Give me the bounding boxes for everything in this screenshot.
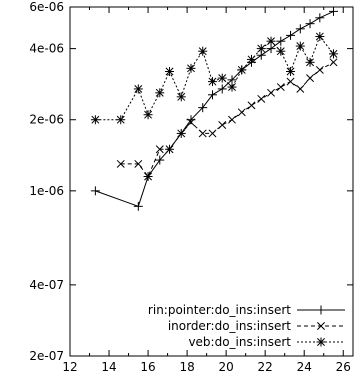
point-marker xyxy=(218,121,227,129)
point-marker xyxy=(165,145,174,154)
point-marker xyxy=(228,83,236,92)
point-marker xyxy=(187,118,195,127)
point-marker xyxy=(208,77,217,86)
x-tick-label: 24 xyxy=(297,360,312,374)
series-line xyxy=(95,10,334,207)
point-marker xyxy=(144,110,153,119)
point-marker xyxy=(317,322,325,330)
y-tick-label: 4e-07 xyxy=(29,278,64,292)
series-1 xyxy=(90,6,338,211)
series-3 xyxy=(90,32,338,125)
x-tick-label: 20 xyxy=(218,360,233,374)
point-marker xyxy=(286,77,295,86)
point-marker xyxy=(155,88,164,97)
point-marker xyxy=(286,67,295,76)
plot-frame xyxy=(69,6,354,357)
x-tick-label: 18 xyxy=(179,360,194,374)
point-marker xyxy=(228,115,236,124)
point-marker xyxy=(267,88,275,97)
point-marker xyxy=(187,64,195,73)
point-marker xyxy=(165,67,174,76)
point-marker xyxy=(218,74,227,83)
series-line xyxy=(95,35,334,121)
point-marker xyxy=(306,74,315,83)
point-marker xyxy=(134,159,143,168)
x-tick-label: 12 xyxy=(62,360,77,374)
point-marker xyxy=(306,58,315,67)
point-marker xyxy=(315,32,324,41)
point-marker xyxy=(296,84,305,93)
legend-label: inorder:do_ins:insert xyxy=(168,319,291,333)
x-tick-label: 26 xyxy=(336,360,351,374)
point-marker xyxy=(134,84,143,93)
point-marker xyxy=(237,108,246,117)
point-marker xyxy=(177,129,186,138)
point-marker xyxy=(116,115,125,124)
axes: 12 14 16 18 20 22 24 26 2e-07 4e-07 1e-06 2e-06 4e-0… xyxy=(29,0,354,374)
x-tick-label: 14 xyxy=(101,360,116,374)
point-marker xyxy=(317,338,325,346)
point-marker xyxy=(116,159,125,168)
legend: rin:pointer:do_ins:insert inorder:do_ins:… xyxy=(148,303,345,349)
point-marker xyxy=(276,47,285,56)
legend-label: veb:do_ins:insert xyxy=(188,335,291,349)
point-marker xyxy=(329,49,338,58)
point-marker xyxy=(237,65,246,74)
x-tick-label: 16 xyxy=(140,360,155,374)
y-tick-label: 4e-06 xyxy=(29,42,64,56)
y-tick-label: 2e-06 xyxy=(29,113,64,127)
point-marker xyxy=(329,58,338,67)
y-tick-label: 2e-07 xyxy=(29,349,64,363)
point-marker xyxy=(315,65,324,74)
point-marker xyxy=(247,55,256,64)
series-layer xyxy=(90,6,338,211)
point-marker xyxy=(198,129,207,138)
point-marker xyxy=(208,129,217,138)
point-marker xyxy=(257,94,266,103)
point-marker xyxy=(155,145,164,154)
point-marker xyxy=(144,172,153,181)
point-marker xyxy=(177,92,186,101)
series-2 xyxy=(116,58,338,181)
series-line xyxy=(120,61,334,178)
point-marker xyxy=(247,101,256,110)
point-marker xyxy=(257,44,266,53)
y-tick-label: 1e-06 xyxy=(29,184,64,198)
point-marker xyxy=(296,42,305,51)
legend-label: rin:pointer:do_ins:insert xyxy=(148,303,291,317)
point-marker xyxy=(276,83,285,92)
point-marker xyxy=(267,37,275,46)
y-tick-label: 6e-06 xyxy=(29,0,64,14)
point-marker xyxy=(91,115,100,124)
point-marker xyxy=(198,47,207,56)
x-tick-label: 22 xyxy=(258,360,273,374)
